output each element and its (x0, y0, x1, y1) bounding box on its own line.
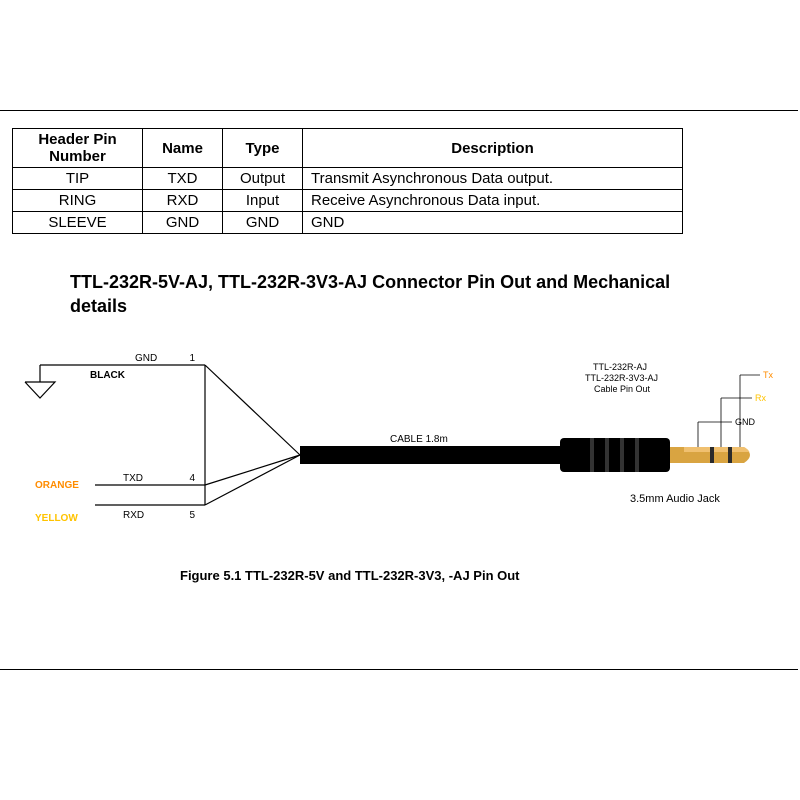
rxd-name: RXD (123, 510, 144, 521)
gnd-name: GND (135, 353, 157, 364)
txd-pin: 4 (189, 473, 195, 484)
leader-lines (698, 375, 760, 447)
txd-name: TXD (123, 473, 143, 484)
table-row: TIP TXD Output Transmit Asynchronous Dat… (13, 168, 683, 190)
cell: Input (223, 190, 303, 212)
rxd-pin: 5 (189, 510, 195, 521)
jack-label: 3.5mm Audio Jack (630, 493, 720, 505)
cell: RING (13, 190, 143, 212)
txd-color: ORANGE (35, 480, 79, 491)
pinout-diagram: GND 1 BLACK TXD 4 ORANGE RXD 5 YELLOW CA… (0, 330, 800, 565)
th-header-pin: Header Pin Number (13, 129, 143, 168)
pinout-title-1: TTL-232R-AJ (593, 362, 647, 372)
cable-label: CABLE 1.8m (390, 434, 448, 445)
trs-jack-icon (670, 447, 750, 463)
cell: TXD (143, 168, 223, 190)
cell: GND (223, 212, 303, 234)
jack-rx-label: Rx (755, 393, 766, 403)
cell: SLEEVE (13, 212, 143, 234)
cell: TIP (13, 168, 143, 190)
cell: Transmit Asynchronous Data output. (303, 168, 683, 190)
plug-body (560, 438, 670, 472)
figure-caption: Figure 5.1 TTL-232R-5V and TTL-232R-3V3,… (180, 568, 520, 583)
th-desc: Description (303, 129, 683, 168)
jack-tx-label: Tx (763, 370, 773, 380)
cell: Receive Asynchronous Data input. (303, 190, 683, 212)
cell: GND (303, 212, 683, 234)
cell: Output (223, 168, 303, 190)
table-row: SLEEVE GND GND GND (13, 212, 683, 234)
gnd-pin: 1 (189, 353, 195, 364)
cell: GND (143, 212, 223, 234)
pinout-title-2: TTL-232R-3V3-AJ (585, 373, 658, 383)
pin-table: Header Pin Number Name Type Description … (12, 128, 683, 234)
jack-gnd-label: GND (735, 417, 756, 427)
rxd-color: YELLOW (35, 513, 78, 524)
section-title: TTL-232R-5V-AJ, TTL-232R-3V3-AJ Connecto… (70, 270, 710, 319)
table-row: RING RXD Input Receive Asynchronous Data… (13, 190, 683, 212)
table-header-row: Header Pin Number Name Type Description (13, 129, 683, 168)
gnd-color: BLACK (90, 370, 126, 381)
th-name: Name (143, 129, 223, 168)
cell: RXD (143, 190, 223, 212)
pinout-title-3: Cable Pin Out (594, 384, 651, 394)
th-type: Type (223, 129, 303, 168)
